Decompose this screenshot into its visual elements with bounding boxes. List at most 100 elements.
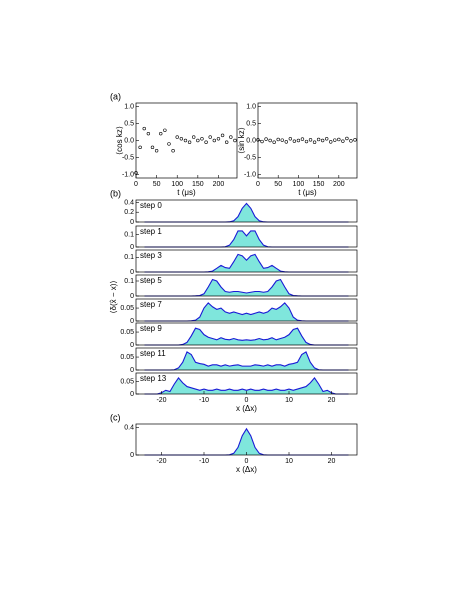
data-point — [260, 139, 264, 144]
y-tick-label: 0 — [130, 452, 134, 459]
y-axis-label: ⟨δ(x̂ − x)⟩ — [109, 280, 118, 313]
x-tick-label: 0 — [245, 458, 249, 465]
data-point — [272, 140, 276, 144]
y-tick-label: 0 — [130, 293, 134, 300]
data-point — [276, 137, 280, 142]
x-tick-label: -10 — [199, 458, 209, 465]
data-point — [345, 136, 349, 141]
x-tick-label: 0 — [245, 397, 249, 404]
plot-frame — [135, 102, 238, 179]
y-tick-label: 0 — [130, 269, 134, 276]
data-point — [192, 135, 196, 139]
x-tick-label: -20 — [156, 458, 166, 465]
y-tick-label: 0.0 — [124, 137, 134, 144]
y-tick-label: 0 — [130, 219, 134, 226]
data-point — [167, 142, 171, 146]
x-tick-label: 50 — [274, 181, 282, 188]
data-point — [183, 138, 188, 143]
data-point — [349, 139, 353, 143]
y-tick-label: 0.1 — [124, 231, 134, 238]
data-point — [159, 131, 163, 136]
x-tick-label: 200 — [213, 181, 225, 188]
data-point — [224, 140, 229, 144]
data-point — [142, 126, 146, 131]
curve — [144, 377, 349, 395]
plot-frame — [135, 274, 358, 297]
data-point — [175, 135, 179, 139]
data-point — [304, 139, 309, 144]
data-point — [212, 138, 217, 143]
data-point — [288, 137, 293, 141]
data-point — [216, 137, 221, 141]
step-label: step 13 — [140, 374, 167, 383]
x-tick-label: -10 — [199, 397, 209, 404]
data-point — [146, 131, 151, 136]
y-tick-label: 0.4 — [124, 424, 134, 431]
data-point — [333, 138, 337, 142]
data-point — [171, 149, 175, 153]
x-axis-label: t (μs) — [298, 188, 317, 197]
data-point — [353, 138, 357, 142]
y-tick-label: -0.5 — [244, 154, 256, 161]
x-tick-label: 50 — [153, 181, 161, 188]
step-label: step 5 — [140, 276, 162, 285]
plot-frame — [135, 298, 358, 322]
x-tick-label: 20 — [328, 397, 336, 404]
x-tick-label: 150 — [313, 181, 325, 188]
data-point — [308, 138, 313, 142]
curve — [144, 278, 349, 297]
data-point — [187, 140, 192, 144]
x-axis-label: x (Δx) — [236, 465, 257, 474]
y-tick-label: -1.0 — [244, 171, 256, 178]
x-tick-label: 20 — [328, 458, 336, 465]
step-label: step 1 — [140, 227, 162, 236]
y-tick-label: 0.1 — [124, 254, 134, 261]
y-tick-label: 0 — [130, 318, 134, 325]
curve — [144, 351, 349, 371]
data-point — [280, 138, 284, 142]
data-point — [300, 137, 305, 141]
y-tick-label: 0 — [130, 244, 134, 251]
y-tick-label: 0 — [130, 342, 134, 349]
y-tick-label: 0 — [130, 391, 134, 398]
data-point — [220, 133, 225, 138]
data-point — [138, 145, 142, 150]
plot-frame — [135, 347, 358, 371]
data-point — [329, 140, 333, 144]
x-tick-label: 10 — [285, 458, 293, 465]
y-axis-label: ⟨sin kz⟩ — [237, 127, 246, 154]
data-point — [150, 145, 155, 150]
y-tick-label: 0.4 — [124, 199, 134, 206]
data-point — [324, 137, 329, 141]
area — [144, 254, 349, 272]
x-tick-label: 150 — [192, 181, 204, 188]
area — [144, 328, 349, 345]
x-tick-label: 10 — [285, 397, 293, 404]
panel-label: (a) — [110, 91, 121, 101]
x-tick-label: 100 — [293, 181, 305, 188]
data-point — [312, 140, 317, 144]
plot-frame — [135, 322, 358, 346]
data-point — [284, 140, 288, 144]
data-point — [233, 138, 237, 143]
y-tick-label: 0.0 — [246, 137, 256, 144]
step-label: step 0 — [140, 201, 162, 210]
area — [144, 302, 349, 321]
data-point — [296, 138, 301, 143]
data-point — [268, 138, 272, 143]
data-point — [208, 135, 212, 139]
x-tick-label: 0 — [256, 181, 260, 188]
panel-label: (c) — [110, 412, 121, 422]
step-label: step 7 — [140, 300, 162, 309]
panel-label: (b) — [110, 188, 121, 198]
y-axis-label: ⟨cos kz⟩ — [115, 126, 124, 155]
area — [144, 230, 349, 247]
x-axis-label: t (μs) — [177, 188, 196, 197]
step-label: step 11 — [140, 349, 166, 358]
y-tick-label: -0.5 — [122, 154, 134, 161]
data-point — [204, 140, 208, 144]
plot-frame — [135, 225, 358, 248]
data-point — [264, 137, 268, 141]
data-point — [196, 138, 200, 143]
x-tick-label: 200 — [333, 181, 345, 188]
